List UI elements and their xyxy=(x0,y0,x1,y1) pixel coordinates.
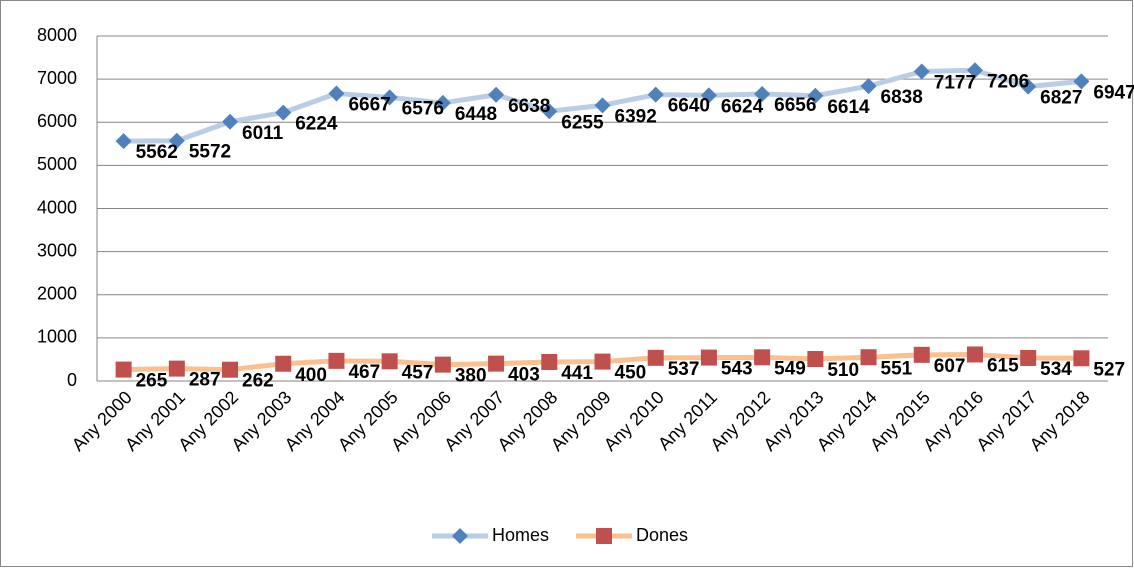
marker xyxy=(807,87,824,104)
data-label: 7177 xyxy=(934,73,976,94)
data-label: 551 xyxy=(881,358,913,379)
legend-marker xyxy=(596,528,612,544)
marker xyxy=(860,349,877,366)
marker xyxy=(328,352,345,369)
marker xyxy=(381,89,398,106)
data-label: 441 xyxy=(561,363,593,384)
marker xyxy=(913,346,930,363)
data-label: 467 xyxy=(348,362,380,383)
y-tick-label: 5000 xyxy=(37,154,77,174)
marker xyxy=(1073,73,1090,90)
y-tick-label: 2000 xyxy=(37,284,77,304)
data-label: 6838 xyxy=(881,87,923,108)
data-label: 265 xyxy=(136,371,168,392)
marker xyxy=(488,355,505,372)
data-label: 543 xyxy=(721,359,753,380)
data-label: 6624 xyxy=(721,96,764,117)
marker xyxy=(700,87,717,104)
marker xyxy=(966,62,983,79)
y-tick-label: 7000 xyxy=(37,68,77,88)
data-label: 527 xyxy=(1093,359,1125,380)
data-label: 7206 xyxy=(987,71,1029,92)
data-label: 615 xyxy=(987,355,1019,376)
marker xyxy=(754,349,771,366)
marker xyxy=(541,103,558,120)
marker xyxy=(541,353,558,370)
marker xyxy=(275,355,292,372)
marker xyxy=(1020,78,1037,95)
data-label: 400 xyxy=(295,365,327,386)
data-label: 6255 xyxy=(561,112,604,133)
data-label: 403 xyxy=(508,365,540,386)
marker xyxy=(966,346,983,363)
data-label: 607 xyxy=(934,356,966,377)
y-tick-label: 6000 xyxy=(37,111,77,131)
y-tick-label: 1000 xyxy=(37,327,77,347)
marker xyxy=(222,113,239,130)
data-label: 6614 xyxy=(827,97,870,118)
marker xyxy=(1073,350,1090,367)
data-label: 6656 xyxy=(774,95,816,116)
marker xyxy=(594,97,611,114)
data-label: 6392 xyxy=(615,106,657,127)
data-label: 6011 xyxy=(242,123,284,144)
y-tick-label: 0 xyxy=(67,370,77,390)
marker xyxy=(913,63,930,80)
marker xyxy=(434,356,451,373)
marker xyxy=(381,353,398,370)
y-tick-label: 3000 xyxy=(37,240,77,260)
marker xyxy=(115,133,132,150)
data-label: 380 xyxy=(455,366,487,387)
marker xyxy=(1020,349,1037,366)
data-label: 6640 xyxy=(668,96,710,117)
data-label: 287 xyxy=(189,370,221,391)
data-label: 450 xyxy=(615,363,647,384)
marker xyxy=(700,349,717,366)
marker xyxy=(754,85,771,102)
marker xyxy=(222,361,239,378)
marker xyxy=(647,349,664,366)
marker xyxy=(328,85,345,102)
data-label: 6667 xyxy=(348,95,390,116)
data-label: 5572 xyxy=(189,142,231,163)
y-tick-label: 4000 xyxy=(37,197,77,217)
marker xyxy=(168,132,185,149)
data-label: 549 xyxy=(774,358,806,379)
data-label: 5562 xyxy=(136,142,178,163)
legend-marker xyxy=(452,528,468,544)
data-label: 457 xyxy=(402,362,434,383)
legend: Homes Dones xyxy=(432,525,688,545)
data-label: 537 xyxy=(668,359,700,380)
marker xyxy=(434,94,451,111)
legend-label: Homes xyxy=(492,525,549,545)
marker xyxy=(115,361,132,378)
data-label: 6224 xyxy=(295,114,338,135)
data-label: 6827 xyxy=(1040,88,1082,109)
legend-label: Dones xyxy=(636,525,688,545)
marker xyxy=(168,360,185,377)
marker xyxy=(860,78,877,95)
marker xyxy=(594,353,611,370)
data-label: 262 xyxy=(242,371,274,392)
marker xyxy=(807,351,824,368)
data-label: 534 xyxy=(1040,359,1072,380)
data-label: 6448 xyxy=(455,104,497,125)
y-tick-label: 8000 xyxy=(37,25,77,45)
marker xyxy=(647,86,664,103)
data-label: 6638 xyxy=(508,96,550,117)
marker xyxy=(275,104,292,121)
marker xyxy=(488,86,505,103)
data-label: 510 xyxy=(827,360,859,381)
data-label: 6947 xyxy=(1093,82,1134,103)
data-label: 6576 xyxy=(402,98,444,119)
